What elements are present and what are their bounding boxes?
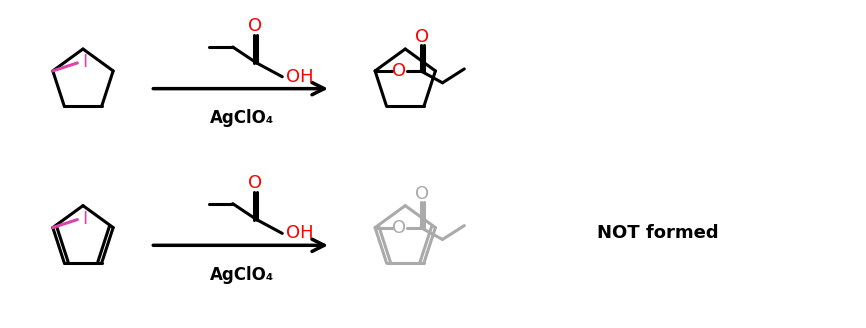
Text: NOT formed: NOT formed [597,224,718,242]
Text: O: O [249,174,262,192]
Text: I: I [82,53,87,71]
Text: O: O [391,218,406,236]
Text: AgClO₄: AgClO₄ [210,266,274,284]
Text: OH: OH [287,68,314,86]
Text: O: O [249,17,262,35]
Text: O: O [415,185,429,203]
Text: OH: OH [287,224,314,242]
Text: O: O [415,28,429,46]
Text: O: O [391,62,406,80]
Text: I: I [82,210,87,228]
Text: AgClO₄: AgClO₄ [210,110,274,127]
